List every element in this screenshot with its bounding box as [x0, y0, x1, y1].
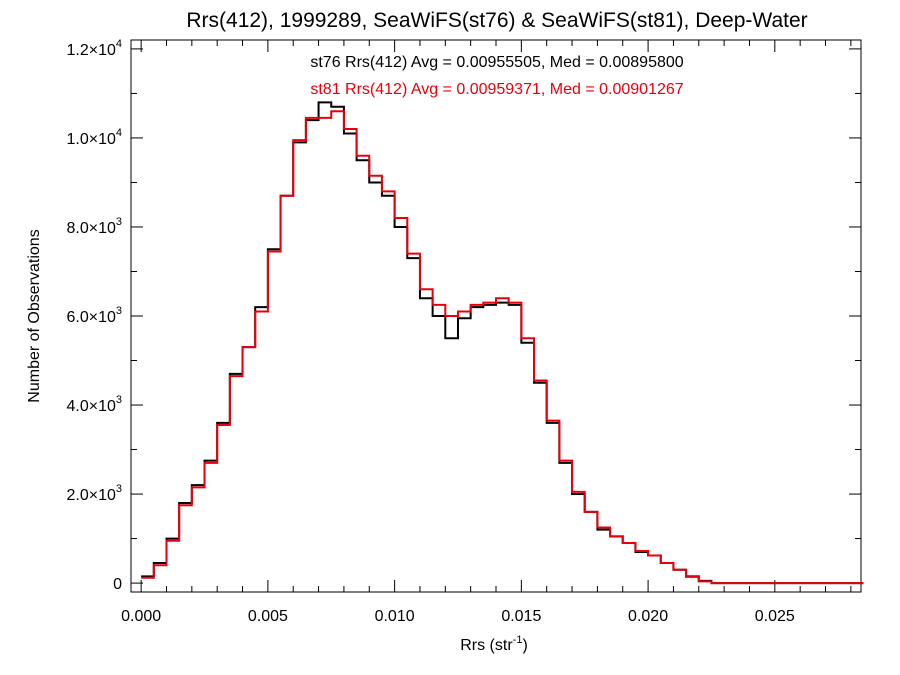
- chart-title: Rrs(412), 1999289, SeaWiFS(st76) & SeaWi…: [186, 9, 807, 32]
- y-tick-mantissa: 2.0×10: [66, 487, 115, 504]
- y-tick-mantissa: 8.0×10: [66, 220, 115, 237]
- x-tick-label: 0.025: [755, 608, 795, 625]
- y-tick-exponent: 4: [116, 38, 122, 50]
- x-tick-label: 0.010: [375, 608, 415, 625]
- y-tick-exponent: 3: [116, 305, 122, 317]
- y-tick-label: 1.0×104: [66, 127, 122, 148]
- y-tick-mantissa: 4.0×10: [66, 398, 115, 415]
- y-tick-exponent: 4: [116, 127, 122, 139]
- series-layer: [141, 101, 864, 585]
- plot-frame: [130, 39, 862, 593]
- x-tick-label: 0.005: [248, 608, 288, 625]
- y-axis-label: Number of Observations: [26, 229, 43, 402]
- y-tick-label: 1.2×104: [66, 38, 122, 59]
- x-tick-label: 0.015: [501, 608, 541, 625]
- y-tick-label: 8.0×103: [66, 216, 122, 237]
- y-tick-exponent: 3: [116, 216, 122, 228]
- histogram-series-1: [141, 110, 864, 585]
- y-tick-mantissa: 1.0×10: [66, 131, 115, 148]
- y-tick-mantissa: 1.2×10: [66, 42, 115, 59]
- y-tick-exponent: 3: [116, 483, 122, 495]
- y-tick-exponent: 3: [116, 394, 122, 406]
- annotation-st76: st76 Rrs(412) Avg = 0.00955505, Med = 0.…: [310, 54, 683, 71]
- y-tick-label: 0: [113, 576, 122, 593]
- y-tick-label: 4.0×103: [66, 394, 122, 415]
- x-axis-label-close: ): [522, 637, 527, 654]
- y-tick-mantissa: 6.0×10: [66, 309, 115, 326]
- x-axis-label-sup: -1: [513, 634, 523, 646]
- axis-ticks: 0.000 0.005 0.010 0.015 0.020 0.02502.0×1034.…: [66, 38, 861, 625]
- y-tick-label: 2.0×103: [66, 483, 122, 504]
- x-tick-label: 0.000: [121, 608, 161, 625]
- y-tick-label: 6.0×103: [66, 305, 122, 326]
- histogram-series-0: [141, 101, 864, 585]
- annotation-st81: st81 Rrs(412) Avg = 0.00959371, Med = 0.…: [310, 81, 683, 98]
- y-tick-mantissa: 0: [113, 576, 122, 593]
- x-axis-label: Rrs (str-1): [460, 634, 528, 654]
- x-axis-label-main: Rrs (str: [460, 637, 513, 654]
- x-tick-label: 0.020: [628, 608, 668, 625]
